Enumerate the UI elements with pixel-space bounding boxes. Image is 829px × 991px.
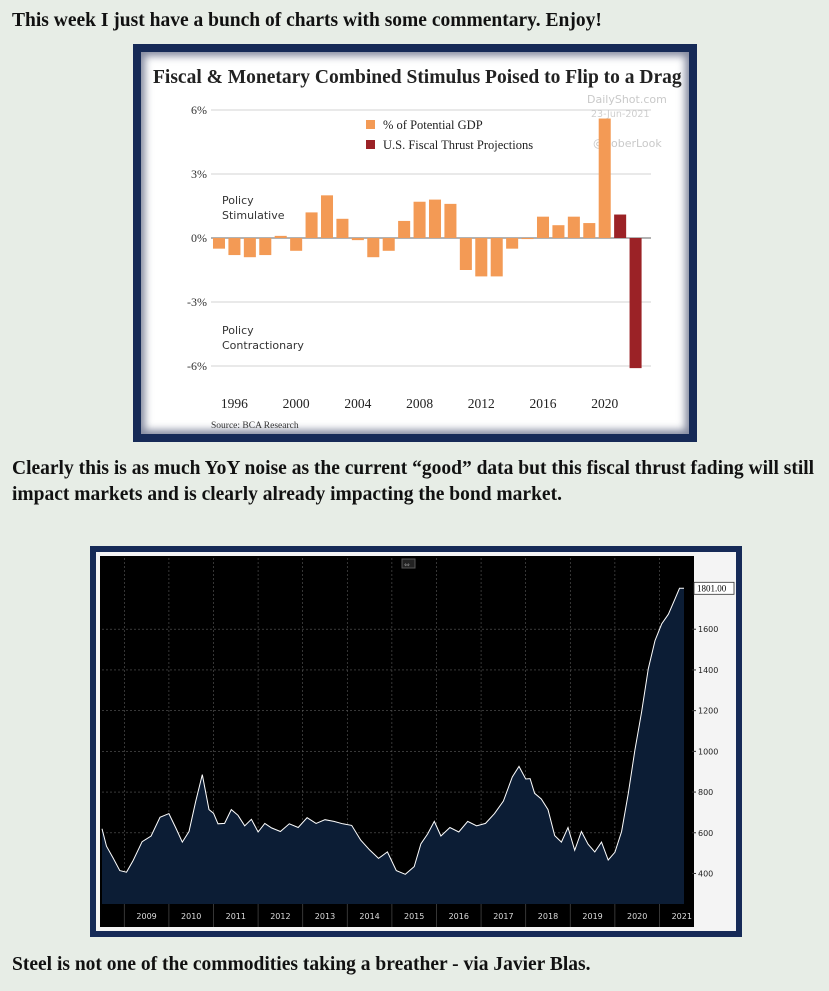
- fiscal-chart-title: Fiscal & Monetary Combined Stimulus Pois…: [153, 67, 682, 88]
- steel-xtick-label: 2015: [404, 912, 424, 921]
- bar-gdp: [290, 238, 303, 251]
- fiscal-xtick-label: 2000: [283, 396, 310, 411]
- annotation-stimulative-2: Stimulative: [222, 209, 285, 222]
- fiscal-stimulus-chart: Fiscal & Monetary Combined Stimulus Pois…: [153, 67, 682, 431]
- legend-label-projection: U.S. Fiscal Thrust Projections: [383, 138, 533, 152]
- fiscal-ytick-label: 3%: [191, 167, 207, 181]
- chart-control-icon[interactable]: ⇔: [401, 558, 416, 569]
- bar-gdp: [336, 218, 349, 238]
- fiscal-ytick-label: 6%: [191, 103, 207, 117]
- intro-paragraph: This week I just have a bunch of charts …: [12, 10, 602, 31]
- steel-xtick-label: 2009: [136, 912, 156, 921]
- legend-label-gdp: % of Potential GDP: [383, 118, 483, 132]
- svg-text:⇔: ⇔: [404, 561, 410, 569]
- steel-xtick-label: 2021: [672, 912, 692, 921]
- bar-gdp: [382, 238, 395, 251]
- legend-swatch-projection: [366, 140, 375, 149]
- fiscal-xtick-label: 2020: [591, 396, 618, 411]
- steel-chart-frame: ⇔ 400 600 800 1000 1200 1400 1600 1801.00 2009…: [90, 546, 742, 937]
- fiscal-xtick-label: 2008: [406, 396, 433, 411]
- bar-gdp: [413, 201, 426, 238]
- steel-xtick-label: 2011: [226, 912, 246, 921]
- steel-ytick-label: 800: [698, 788, 713, 797]
- fiscal-legend: % of Potential GDP U.S. Fiscal Thrust Pr…: [366, 118, 533, 152]
- steel-ytick-label: 1000: [698, 747, 718, 756]
- steel-chart-panel: ⇔ 400 600 800 1000 1200 1400 1600 1801.00 2009…: [96, 552, 736, 931]
- steel-caption: Steel is not one of the commodities taki…: [12, 954, 591, 975]
- annotation-stimulative-1: Policy: [222, 194, 254, 207]
- bar-projection: [629, 238, 642, 369]
- steel-price-area: [102, 588, 684, 904]
- bar-gdp: [305, 212, 318, 238]
- steel-xtick-label: 2018: [538, 912, 558, 921]
- last-value-marker: 1801.00: [693, 581, 735, 595]
- steel-ytick-label: 400: [698, 869, 713, 878]
- fiscal-chart-source: Source: BCA Research: [211, 421, 299, 431]
- bar-gdp: [536, 216, 550, 238]
- fiscal-chart-panel: Fiscal & Monetary Combined Stimulus Pois…: [141, 52, 689, 434]
- bar-gdp: [228, 238, 241, 256]
- steel-price-chart: ⇔ 400 600 800 1000 1200 1400 1600 1801.00 2009…: [100, 556, 735, 927]
- bar-gdp: [351, 238, 364, 241]
- legend-swatch-gdp: [366, 120, 375, 129]
- bar-gdp: [428, 199, 442, 238]
- bar-gdp: [444, 203, 457, 238]
- last-value-label: 1801.00: [697, 583, 727, 593]
- bar-gdp: [212, 238, 226, 249]
- fiscal-xtick-label: 2016: [530, 396, 557, 411]
- bar-gdp: [320, 195, 334, 238]
- bar-projection: [614, 214, 627, 238]
- steel-price-line: [101, 587, 684, 875]
- fiscal-xtick-label: 2004: [344, 396, 371, 411]
- bar-gdp: [583, 223, 596, 238]
- fiscal-ytick-label: 0%: [191, 231, 207, 245]
- bar-gdp: [459, 238, 472, 270]
- fiscal-xtick-label: 2012: [468, 396, 495, 411]
- fiscal-ytick-label: -6%: [187, 359, 207, 373]
- commentary-paragraph: Clearly this is as much YoY noise as the…: [12, 458, 815, 505]
- bar-gdp: [274, 235, 287, 238]
- bar-gdp: [506, 238, 519, 249]
- steel-xtick-label: 2016: [449, 912, 469, 921]
- steel-ytick-label: 1600: [698, 625, 718, 634]
- steel-ytick-label: 1400: [698, 666, 718, 675]
- bar-gdp: [598, 118, 611, 238]
- fiscal-ytick-label: -3%: [187, 295, 207, 309]
- bar-gdp: [259, 238, 272, 256]
- annotation-contractionary-1: Policy: [222, 324, 254, 337]
- bar-gdp: [243, 238, 256, 258]
- steel-xtick-label: 2012: [270, 912, 290, 921]
- bar-gdp: [367, 238, 380, 258]
- bar-gdp: [475, 238, 488, 277]
- bar-gdp: [552, 225, 565, 238]
- bar-gdp: [521, 238, 534, 240]
- bar-gdp: [398, 220, 411, 238]
- bar-gdp: [567, 216, 580, 238]
- steel-ytick-label: 600: [698, 829, 713, 838]
- bar-gdp: [490, 238, 503, 277]
- annotation-contractionary-2: Contractionary: [222, 339, 304, 352]
- steel-xaxis-band: [100, 904, 694, 927]
- steel-xtick-label: 2020: [627, 912, 647, 921]
- fiscal-chart-frame: Fiscal & Monetary Combined Stimulus Pois…: [133, 44, 697, 442]
- fiscal-xtick-label: 1996: [221, 396, 248, 411]
- steel-xtick-label: 2017: [493, 912, 513, 921]
- steel-xtick-label: 2013: [315, 912, 335, 921]
- watermark-site: DailyShot.com: [587, 93, 667, 106]
- steel-xtick-label: 2014: [359, 912, 379, 921]
- watermark-date: 23-Jun-2021: [591, 109, 650, 120]
- steel-xtick-label: 2010: [181, 912, 201, 921]
- steel-ytick-label: 1200: [698, 707, 718, 716]
- steel-xtick-label: 2019: [582, 912, 602, 921]
